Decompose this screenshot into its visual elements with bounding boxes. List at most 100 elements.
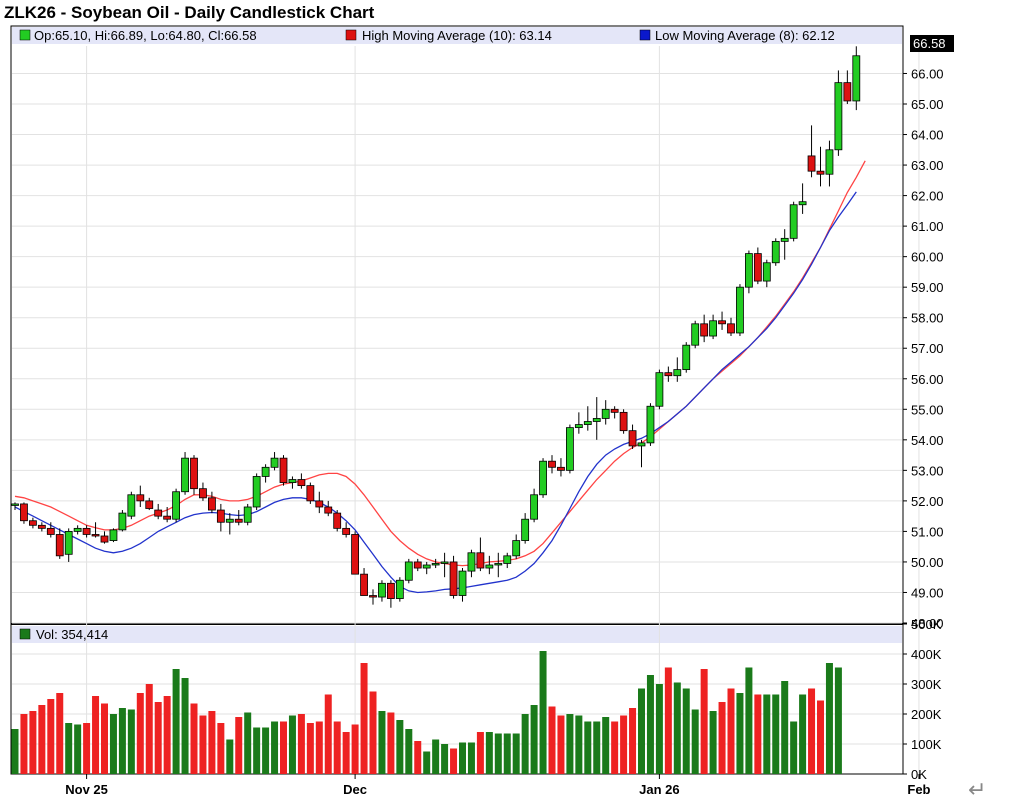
candle-body — [127, 494, 136, 517]
candle-body — [252, 476, 261, 508]
candle — [736, 284, 744, 337]
candle-body — [843, 82, 852, 102]
volume-bar — [664, 667, 672, 774]
volume-bar — [145, 684, 153, 774]
candle — [789, 201, 798, 242]
candle-body — [753, 253, 762, 282]
volume-bar — [414, 741, 422, 774]
volume-bar — [29, 711, 37, 774]
volume-bar — [20, 714, 28, 774]
volume-bar — [360, 663, 368, 774]
candle — [369, 589, 377, 605]
candle — [449, 555, 458, 599]
volume-bar — [450, 748, 458, 774]
candle-body — [279, 457, 288, 483]
candle-body — [288, 479, 297, 483]
candle — [503, 552, 512, 569]
candle — [172, 488, 181, 523]
candle — [145, 497, 154, 511]
candle — [207, 491, 216, 514]
candle — [252, 473, 261, 511]
volume-bar — [136, 693, 144, 774]
candle-body — [664, 372, 673, 377]
candle-body — [619, 411, 628, 432]
candle-body — [163, 515, 172, 520]
volume-legend-swatch — [19, 628, 31, 640]
candle — [762, 259, 771, 288]
price-tick-label: 64.00 — [911, 128, 944, 143]
candle-body — [825, 149, 834, 175]
candle-body — [476, 552, 485, 569]
volume-bar — [38, 705, 46, 774]
candle-body — [351, 534, 360, 575]
candle-body — [234, 518, 243, 523]
volume-bar — [288, 715, 296, 774]
candle-body — [82, 527, 91, 535]
price-tick-label: 66.00 — [911, 66, 944, 81]
candle — [28, 517, 37, 529]
volume-bar — [306, 723, 314, 774]
candle-body — [780, 237, 789, 242]
candle-body — [771, 240, 780, 264]
volume-legend-bar — [12, 626, 902, 643]
candle-body — [718, 320, 726, 325]
volume-tick-label: 100K — [911, 737, 942, 752]
candle-body — [360, 573, 368, 596]
volume-bar — [56, 693, 64, 774]
last-price-tag — [910, 35, 954, 52]
candle — [825, 140, 834, 187]
candle-body — [789, 204, 798, 239]
candle-body — [109, 529, 118, 541]
candle — [664, 366, 673, 382]
price-tick-label: 51.00 — [911, 524, 944, 539]
candle-body — [852, 55, 861, 102]
candle — [20, 502, 28, 524]
price-tick-label: 59.00 — [911, 280, 944, 295]
candle — [360, 568, 368, 596]
price-tick-label: 54.00 — [911, 433, 944, 448]
volume-bar — [262, 727, 270, 774]
price-legend-bar — [12, 27, 902, 44]
volume-tick-label: 200K — [911, 707, 942, 722]
price-tick-label: 48.00 — [911, 616, 944, 631]
candle — [136, 485, 145, 507]
price-panel — [10, 25, 904, 625]
candle-body — [172, 491, 181, 520]
high-ma-legend-swatch — [345, 29, 357, 41]
candle-body — [798, 201, 807, 206]
candle — [82, 525, 91, 538]
volume-bar — [825, 663, 833, 774]
candle — [127, 491, 136, 520]
volume-bar — [772, 694, 780, 774]
candle-body — [46, 527, 55, 535]
volume-bar — [808, 688, 816, 774]
candle-body — [485, 564, 494, 569]
volume-bar — [655, 684, 663, 774]
low-ma-legend-swatch — [639, 29, 651, 41]
candle-body — [521, 518, 530, 541]
candle — [225, 513, 234, 535]
candle-body — [154, 509, 163, 517]
volume-bar — [226, 739, 234, 774]
volume-bar — [763, 694, 771, 774]
volume-bar — [503, 733, 511, 774]
candle-body — [601, 408, 610, 419]
volume-bar — [602, 717, 610, 774]
volume-bar — [790, 721, 798, 774]
volume-bar — [754, 694, 762, 774]
candle — [753, 247, 762, 285]
candles — [11, 46, 861, 608]
candle-body — [467, 552, 476, 572]
candle-body — [709, 320, 717, 337]
volume-bar — [208, 711, 216, 774]
candle-body — [574, 424, 583, 429]
volume-tick-label: 500K — [911, 617, 942, 632]
candle-body — [73, 527, 82, 532]
volume-bar — [154, 702, 162, 774]
price-tick-label: 56.00 — [911, 372, 944, 387]
candle — [55, 528, 64, 559]
volume-bar — [646, 675, 654, 774]
candle — [297, 473, 306, 489]
candle — [11, 502, 19, 511]
